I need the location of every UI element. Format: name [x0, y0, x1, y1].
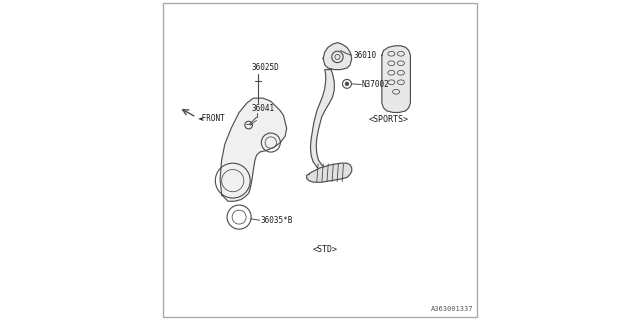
Text: ◄FRONT: ◄FRONT — [198, 114, 226, 123]
Text: N37002: N37002 — [362, 80, 390, 89]
Text: 36010: 36010 — [353, 51, 376, 60]
Polygon shape — [220, 98, 287, 201]
Polygon shape — [307, 163, 352, 182]
Text: 36035*B: 36035*B — [260, 216, 292, 225]
Polygon shape — [310, 69, 337, 174]
Polygon shape — [323, 43, 352, 69]
Text: <STD>: <STD> — [312, 245, 337, 254]
Text: A363001337: A363001337 — [431, 306, 474, 312]
Text: 36041: 36041 — [252, 104, 275, 113]
Text: 36025D: 36025D — [252, 63, 280, 72]
Text: <SPORTS>: <SPORTS> — [368, 115, 408, 124]
Polygon shape — [382, 46, 410, 112]
Circle shape — [345, 82, 349, 86]
